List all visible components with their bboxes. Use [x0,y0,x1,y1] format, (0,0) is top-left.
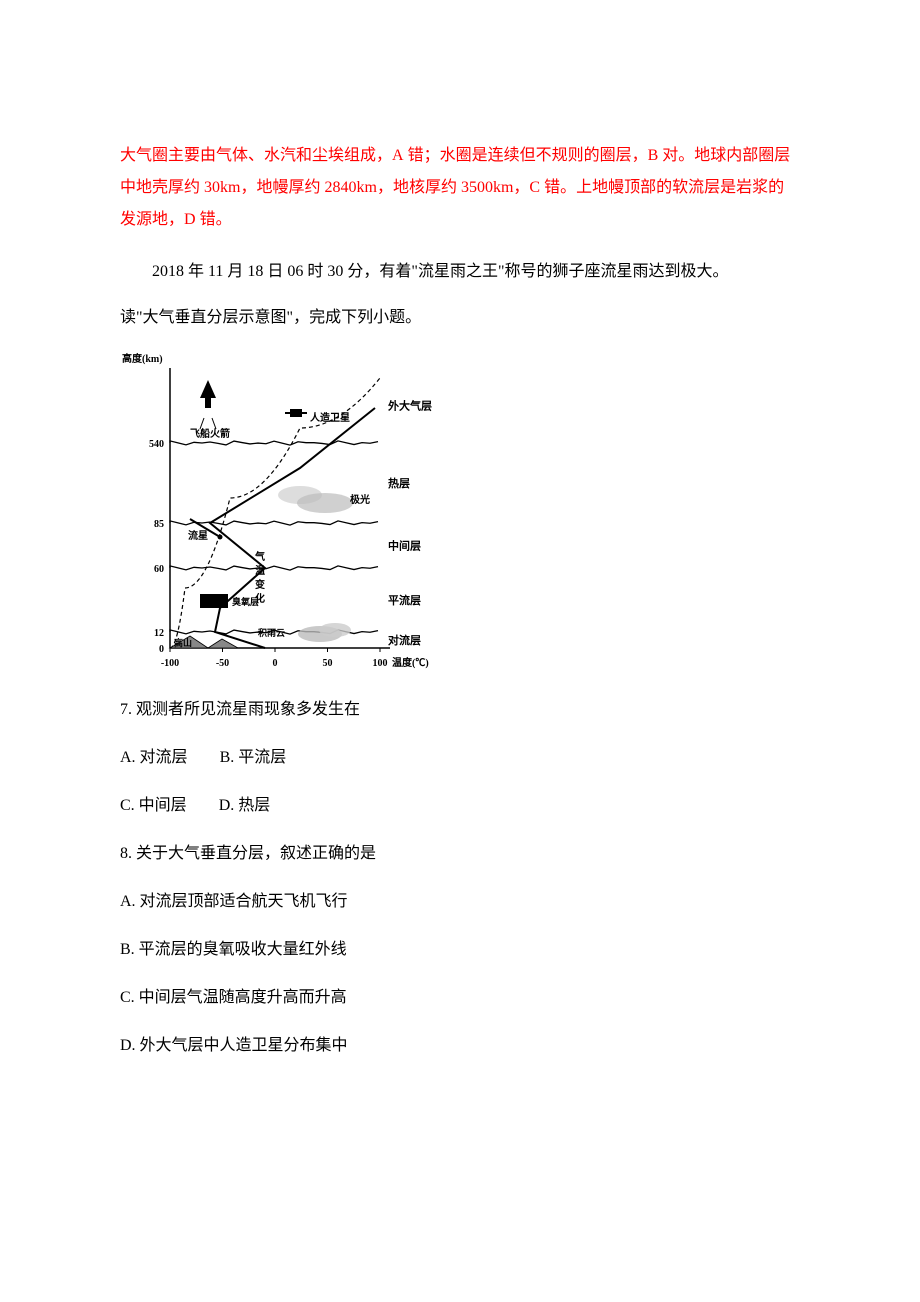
answer-num-3: 3500km [461,179,513,196]
answer-explanation: 大气圈主要由气体、水汽和尘埃组成，A 错；水圈是连续但不规则的圈层，B 对。地球… [120,140,800,236]
atmosphere-diagram-svg: 高度(km) 温度(℃) 0 12 60 85 540 -100 -50 0 50 100对流层 平流层… [120,348,440,678]
svg-text:温度(℃): 温度(℃) [392,656,429,669]
svg-text:中间层: 中间层 [388,539,421,553]
answer-label-c: C [529,179,540,196]
svg-text:100: 100 [373,658,388,669]
svg-text:0: 0 [273,658,278,669]
svg-text:平流层: 平流层 [388,593,421,607]
svg-text:积雨云: 积雨云 [258,627,285,638]
q7-option-c: C. 中间层 [120,790,187,822]
svg-text:540: 540 [149,439,164,450]
q8-option-a: A. 对流层顶部适合航天飞机飞行 [120,886,800,918]
answer-seg: ，地核厚约 [377,179,461,196]
svg-text:热层: 热层 [388,476,410,490]
svg-text:12: 12 [154,628,164,639]
svg-text:-100: -100 [161,658,179,669]
svg-text:高山: 高山 [174,637,192,648]
svg-text:-50: -50 [216,658,229,669]
intro-line-1: 2018 年 11 月 18 日 06 时 30 分，有着"流星雨之王"称号的狮… [120,256,800,288]
svg-text:对流层: 对流层 [388,633,421,647]
question-7-stem: 7. 观测者所见流星雨现象多发生在 [120,694,800,726]
svg-text:85: 85 [154,519,164,530]
answer-label-d: D [184,211,196,228]
answer-num-1: 30km [204,179,240,196]
q7-option-b: B. 平流层 [220,742,287,774]
svg-text:流星: 流星 [188,529,208,542]
q8-option-c: C. 中间层气温随高度升高而升高 [120,982,800,1014]
q7-option-a: A. 对流层 [120,742,188,774]
answer-seg: ，地幔厚约 [240,179,324,196]
svg-text:气: 气 [254,550,265,563]
svg-text:外大气层: 外大气层 [387,399,432,413]
svg-text:50: 50 [323,658,333,669]
question-8-stem: 8. 关于大气垂直分层，叙述正确的是 [120,838,800,870]
answer-seg: 错；水圈是连续但不规则的圈层， [404,147,648,164]
answer-label-a: A [392,147,404,164]
atmosphere-diagram: 高度(km) 温度(℃) 0 12 60 85 540 -100 -50 0 50 100对流层 平流层… [120,348,800,678]
svg-text:变: 变 [255,578,265,591]
svg-text:0: 0 [159,644,164,655]
svg-text:极光: 极光 [350,493,370,506]
answer-label-b: B [648,147,659,164]
answer-seg: 大气圈主要由气体、水汽和尘埃组成， [120,147,392,164]
svg-text:化: 化 [255,592,265,605]
answer-seg: 错。 [196,211,232,228]
question-7-options-row-2: C. 中间层 D. 热层 [120,790,800,822]
svg-text:人造卫星: 人造卫星 [310,411,350,424]
intro-line-2: 读"大气垂直分层示意图"，完成下列小题。 [120,302,800,334]
answer-num-2: 2840km [324,179,376,196]
svg-text:温: 温 [255,564,265,577]
q8-option-b: B. 平流层的臭氧吸收大量红外线 [120,934,800,966]
svg-text:60: 60 [154,564,164,575]
q8-option-d: D. 外大气层中人造卫星分布集中 [120,1030,800,1062]
q7-option-d: D. 热层 [219,790,271,822]
answer-seg: ， [513,179,529,196]
question-7-options-row-1: A. 对流层 B. 平流层 [120,742,800,774]
svg-text:高度(km): 高度(km) [122,352,163,365]
svg-text:飞船火箭: 飞船火箭 [190,427,230,440]
